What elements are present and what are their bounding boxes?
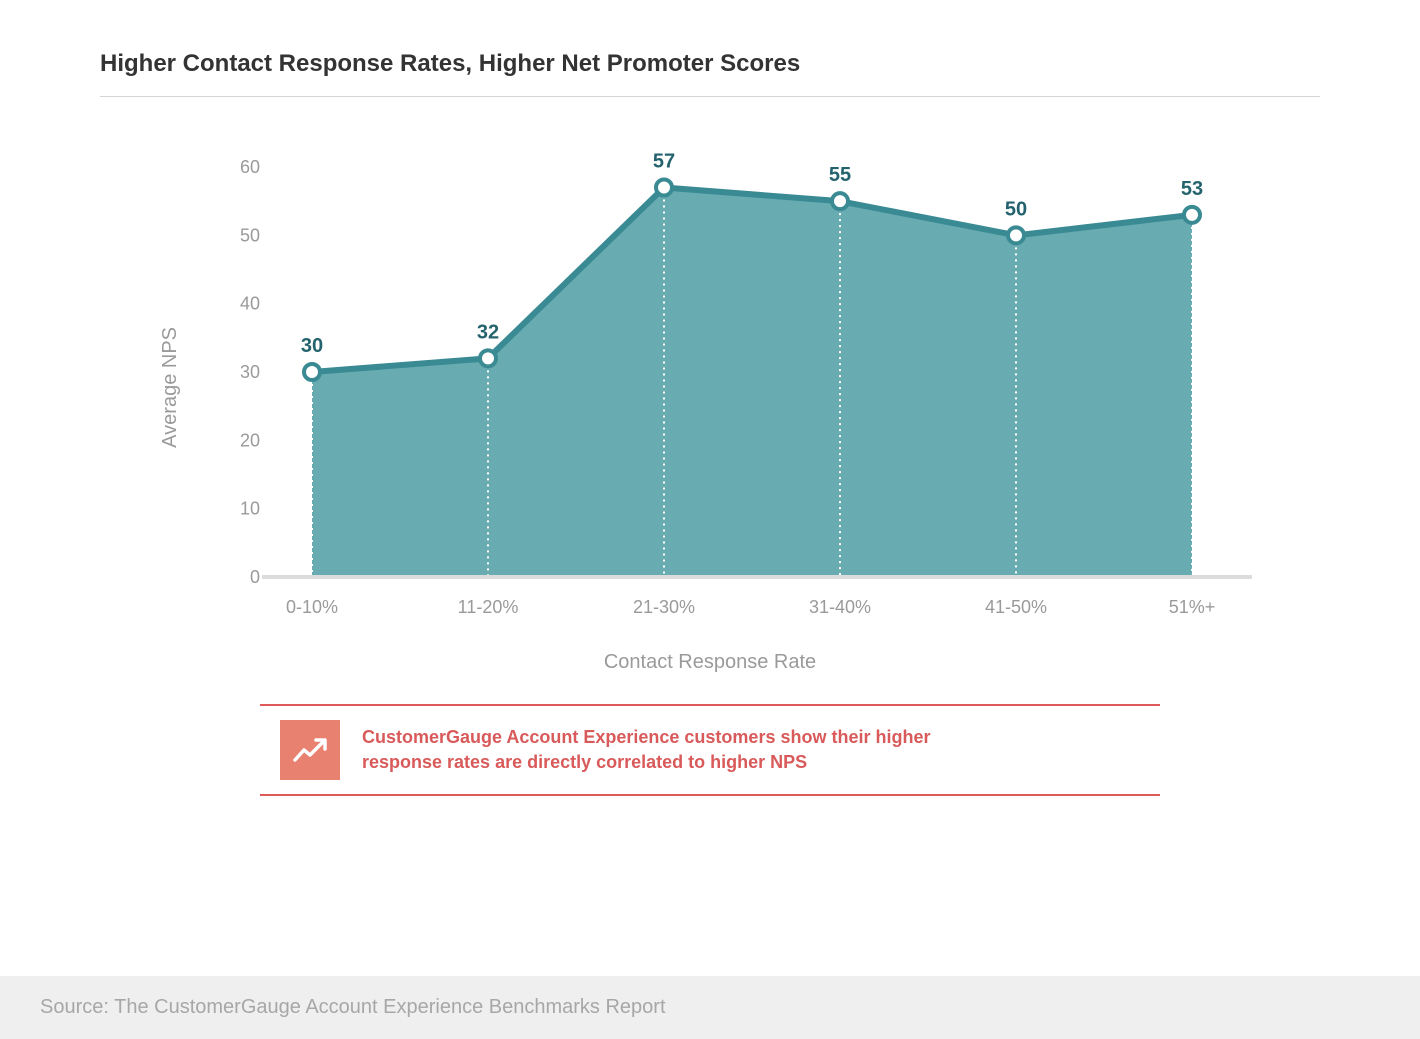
y-tick-label: 30 [239,362,259,382]
title-underline [100,96,1320,97]
y-tick-label: 20 [239,430,259,450]
value-label: 53 [1180,178,1202,200]
callout-text: CustomerGauge Account Experience custome… [362,725,1002,775]
value-label: 30 [300,335,322,357]
value-label: 57 [652,151,674,173]
data-marker [832,193,848,209]
value-label: 55 [828,164,850,186]
x-tick-label: 0-10% [285,597,337,617]
y-tick-label: 40 [239,294,259,314]
y-tick-label: 10 [239,499,259,519]
value-label: 50 [1004,198,1026,220]
chart-area: Average NPS 0 10 20 30 40 50 60 30 32 57 55 50 53 0-1… [100,127,1320,796]
x-tick-label: 11-20% [457,597,518,617]
chart-title: Higher Contact Response Rates, Higher Ne… [100,50,1320,78]
data-marker [1008,227,1024,243]
y-axis-label: Average NPS [159,327,182,448]
x-tick-label: 41-50% [984,597,1046,617]
data-marker [304,364,320,380]
data-marker [1184,207,1200,223]
source-attribution: Source: The CustomerGauge Account Experi… [0,976,1420,1039]
trend-up-icon [280,720,340,780]
x-tick-label: 21-30% [632,597,694,617]
area-chart: 0 10 20 30 40 50 60 30 32 57 55 50 53 0-10% 11-20% 21-3… [202,127,1262,647]
data-marker [480,350,496,366]
y-tick-label: 60 [239,157,259,177]
x-axis-label: Contact Response Rate [604,651,816,674]
area-fill [312,188,1192,578]
y-tick-label: 0 [249,567,259,587]
x-tick-label: 31-40% [808,597,870,617]
data-marker [656,180,672,196]
callout-box: CustomerGauge Account Experience custome… [260,704,1160,796]
value-label: 32 [476,321,498,343]
y-tick-label: 50 [239,225,259,245]
x-tick-label: 51%+ [1168,597,1215,617]
